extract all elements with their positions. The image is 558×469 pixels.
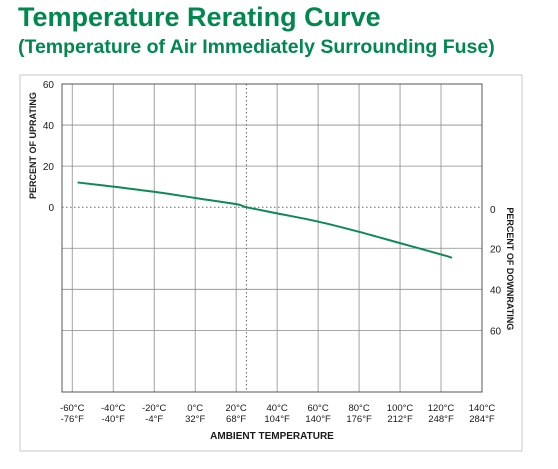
plot-border xyxy=(61,83,483,393)
right-tick-label: 40 xyxy=(490,285,502,296)
x-tick-label-celsius: 120°C xyxy=(428,403,455,414)
x-tick-label-celsius: -20°C xyxy=(142,403,167,414)
x-tick-label-fahrenheit: -40°F xyxy=(102,414,126,425)
x-tick-label-fahrenheit: 212°F xyxy=(387,414,413,425)
left-axis-title: PERCENT OF UPRATING xyxy=(28,92,38,199)
rerating-curve xyxy=(77,181,453,259)
x-tick-label-fahrenheit: 248°F xyxy=(428,414,454,425)
x-tick-label-fahrenheit: 68°F xyxy=(226,414,246,425)
x-tick-label-celsius: 100°C xyxy=(387,403,414,414)
labels: 60 40 20 0 0 20 40 60 -60°C-76°F -40°C-40°F -20°C-… xyxy=(28,80,515,442)
right-tick-label: 20 xyxy=(490,244,502,255)
x-tick-label-celsius: 140°C xyxy=(469,403,496,414)
x-tick-label-fahrenheit: -4°F xyxy=(145,414,163,425)
x-tick-label-fahrenheit: 176°F xyxy=(346,414,372,425)
x-tick-label-celsius: -60°C xyxy=(60,403,85,414)
x-tick-label-fahrenheit: 140°F xyxy=(305,414,331,425)
x-tick-label-celsius: -40°C xyxy=(101,403,126,414)
x-tick-label-fahrenheit: -76°F xyxy=(61,414,85,425)
x-tick-label-celsius: 0°C xyxy=(187,403,203,414)
right-tick-label: 0 xyxy=(490,205,496,216)
chart-subtitle: (Temperature of Air Immediately Surround… xyxy=(18,36,495,58)
left-tick-label: 0 xyxy=(48,203,54,214)
x-axis-title: AMBIENT TEMPERATURE xyxy=(210,431,334,442)
x-tick-label-celsius: 20°C xyxy=(226,403,247,414)
x-tick-label-fahrenheit: 104°F xyxy=(264,414,290,425)
left-tick-label: 60 xyxy=(43,80,55,91)
right-tick-label: 60 xyxy=(490,326,502,337)
x-tick-label-fahrenheit: 284°F xyxy=(469,414,495,425)
x-tick-label-celsius: 80°C xyxy=(348,403,369,414)
axes xyxy=(19,74,523,452)
right-axis-title: PERCENT OF DOWNRATING xyxy=(505,207,515,330)
x-tick-label-fahrenheit: 32°F xyxy=(185,414,205,425)
chart-title: Temperature Rerating Curve xyxy=(18,2,381,32)
grid xyxy=(62,83,482,392)
x-tick-label-celsius: 60°C xyxy=(307,403,328,414)
series xyxy=(77,181,453,259)
left-tick-label: 20 xyxy=(43,162,55,173)
chart-frame xyxy=(19,74,523,452)
left-tick-label: 40 xyxy=(43,121,55,132)
x-tick-label-celsius: 40°C xyxy=(267,403,288,414)
